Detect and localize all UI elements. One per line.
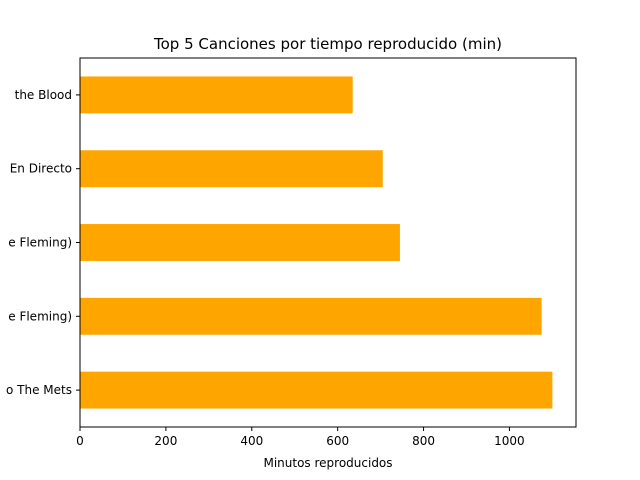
y-tick-label-2: e Fleming)	[8, 236, 72, 250]
x-axis-ticks: 0 200 400 600 800 1000	[76, 427, 525, 448]
x-tick-label-2: 400	[240, 434, 263, 448]
y-axis-ticks: o The Mets e Fleming) e Fleming) En Directo…	[6, 88, 80, 397]
x-tick-label-3: 600	[326, 434, 349, 448]
x-tick-label-5: 1000	[494, 434, 525, 448]
y-tick-label-4: the Blood	[15, 88, 72, 102]
y-tick-label-1: e Fleming)	[8, 309, 72, 323]
x-tick-label-4: 800	[412, 434, 435, 448]
plot-frame	[79, 57, 577, 428]
bar-1	[80, 297, 542, 335]
bar-3	[80, 150, 383, 188]
bar-2	[80, 224, 400, 261]
x-tick-label-0: 0	[76, 434, 84, 448]
y-tick-label-3: En Directo	[10, 162, 72, 176]
bar-4	[80, 76, 353, 114]
x-tick-label-1: 200	[154, 434, 177, 448]
x-axis-label: Minutos reproducidos	[263, 456, 392, 470]
y-tick-label-0: o The Mets	[6, 383, 72, 397]
bar-0	[80, 371, 553, 409]
bars-group	[80, 76, 553, 409]
chart-title: Top 5 Canciones por tiempo reproducido (…	[153, 35, 502, 53]
